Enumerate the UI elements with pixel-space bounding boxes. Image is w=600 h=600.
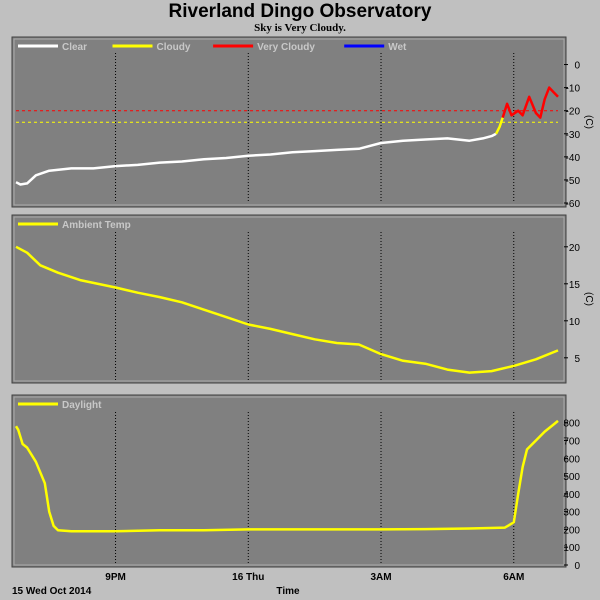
xtick-label-6am: 6AM — [503, 572, 524, 583]
sky-legend-label-wet: Wet — [388, 42, 407, 53]
ambient-y-unit-label: (C) — [583, 292, 594, 306]
page-title: Riverland Dingo Observatory — [168, 1, 432, 22]
ambient-ytick-label-5: 5 — [574, 354, 580, 365]
ambient-legend-label-ambient-temp: Ambient Temp — [62, 220, 131, 231]
time-axis-title: Time — [276, 586, 300, 597]
daylight-ytick-label-800: 800 — [563, 419, 580, 430]
xtick-label-3am: 3AM — [370, 572, 391, 583]
daylight-ytick-label-200: 200 — [563, 525, 580, 536]
ambient-ytick-label-15: 15 — [569, 280, 581, 291]
sky-ytick-label-20: -20 — [566, 107, 581, 118]
sky-series-very-cloudy — [501, 86, 559, 119]
sky-ytick-label-60: -60 — [566, 199, 581, 210]
daylight-ytick-label-700: 700 — [563, 436, 580, 447]
sky-ytick-label-50: -50 — [566, 176, 581, 187]
ambient-ytick-label-10: 10 — [569, 317, 581, 328]
xtick-label-16-thu: 16 Thu — [232, 572, 264, 583]
daylight-ytick-label-100: 100 — [563, 543, 580, 554]
sky-legend-label-clear: Clear — [62, 42, 87, 53]
daylight-ytick-label-600: 600 — [563, 454, 580, 465]
daylight-panel-bevel — [13, 396, 565, 566]
ambient-panel — [11, 214, 567, 384]
ambient-panel-bevel — [13, 216, 565, 382]
sky-y-unit-label: (C) — [583, 115, 594, 129]
sky-series-clear — [15, 132, 497, 186]
ambient-series-ambient-temp — [15, 245, 559, 374]
sky-ytick-label-30: -30 — [566, 130, 581, 141]
sky-status-subtitle: Sky is Very Cloudy. — [254, 22, 346, 34]
daylight-series-daylight — [14, 419, 559, 533]
daylight-panel — [11, 394, 567, 568]
ambient-ytick-label-20: 20 — [569, 243, 581, 254]
daylight-ytick-label-0: 0 — [574, 561, 580, 572]
sky-legend-label-very-cloudy: Very Cloudy — [257, 42, 315, 53]
sky-chart: 0 -10 -20 -30 -40 -50 -60 (C) Clear Cloudy Very Cl… — [11, 36, 594, 210]
date-label: 15 Wed Oct 2014 — [12, 586, 92, 597]
sky-panel-bevel — [13, 38, 565, 206]
sky-ytick-label-0: 0 — [574, 61, 580, 72]
daylight-chart: 800 700 600 500 400 300 200 100 0 Daylight 9PM 16 T… — [11, 394, 580, 583]
sky-ytick-label-40: -40 — [566, 153, 581, 164]
daylight-ytick-label-300: 300 — [563, 508, 580, 519]
xtick-label-9pm: 9PM — [105, 572, 126, 583]
daylight-ytick-label-400: 400 — [563, 490, 580, 501]
ambient-chart: 20 15 10 5 (C) Ambient Temp — [11, 214, 594, 384]
sky-ytick-label-10: -10 — [566, 84, 581, 95]
sky-series-cloudy — [494, 117, 504, 135]
daylight-legend-label-daylight: Daylight — [62, 400, 102, 411]
sky-legend-label-cloudy: Cloudy — [157, 42, 191, 53]
daylight-ytick-label-500: 500 — [563, 472, 580, 483]
